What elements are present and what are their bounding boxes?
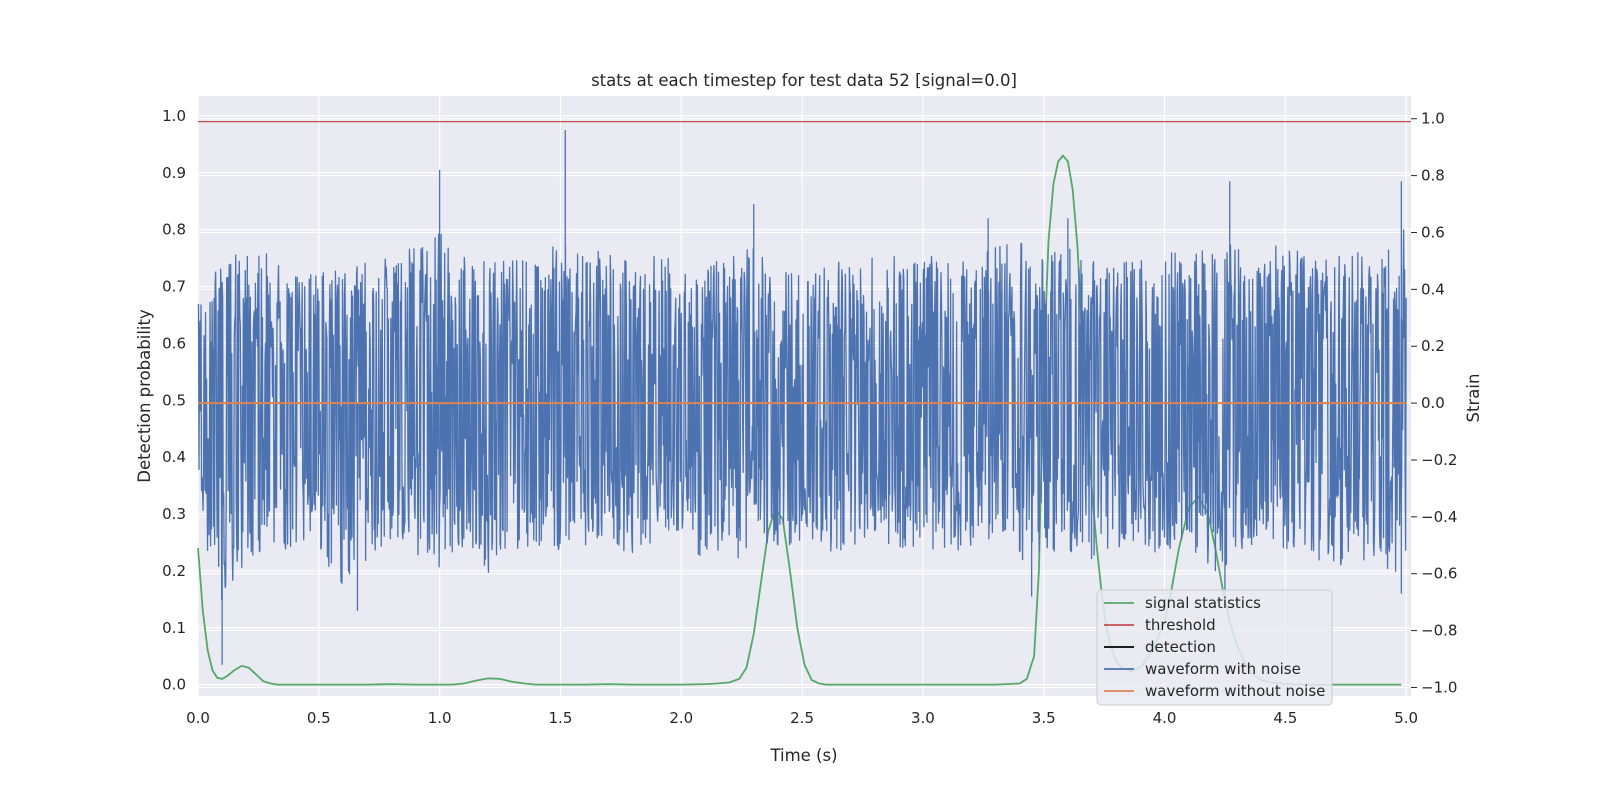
y2-tick-label: −0.6 <box>1421 565 1457 583</box>
y-tick-label: 0.9 <box>162 164 186 182</box>
y-tick-label: 0.1 <box>162 619 186 637</box>
y2-tick-label: −0.8 <box>1421 622 1457 640</box>
y2-tick-label: −1.0 <box>1421 678 1457 696</box>
y-tick-label: 1.0 <box>162 107 186 125</box>
y-tick-label: 0.0 <box>162 676 186 694</box>
y2-axis-title: Strain <box>1464 374 1483 423</box>
y2-tick-label: 1.0 <box>1421 110 1445 128</box>
x-tick-label: 4.0 <box>1153 709 1177 727</box>
x-tick-label: 0.5 <box>307 709 331 727</box>
y2-tick-label: 0.8 <box>1421 167 1445 185</box>
plot-content <box>197 120 1411 686</box>
chart-title: stats at each timestep for test data 52 … <box>591 71 1017 90</box>
y-tick-label: 0.5 <box>162 391 186 409</box>
legend: signal statistics threshold detection wa… <box>1096 589 1333 706</box>
x-tick-label: 5.0 <box>1394 709 1418 727</box>
legend-label-waveform-with-noise: waveform with noise <box>1145 660 1301 678</box>
series-waveform-with-noise <box>197 130 1407 665</box>
y-tick-label: 0.8 <box>162 221 186 239</box>
y-tick-label: 0.7 <box>162 278 186 296</box>
y-axis-title: Detection probability <box>135 309 154 483</box>
y-tick-label: 0.4 <box>162 448 186 466</box>
x-tick-label: 2.5 <box>790 709 814 727</box>
x-tick-label: 1.0 <box>428 709 452 727</box>
y2-tick-label: −0.4 <box>1421 508 1457 526</box>
y-tick-label: 0.3 <box>162 505 186 523</box>
legend-label-signal-statistics: signal statistics <box>1145 594 1261 612</box>
x-tick-label: 0.0 <box>186 709 210 727</box>
series-signal-statistics <box>197 154 1402 686</box>
legend-label-waveform-without-noise: waveform without noise <box>1145 682 1325 700</box>
legend-box <box>1096 589 1333 706</box>
legend-label-threshold: threshold <box>1145 616 1216 634</box>
y2-tick-label: −0.2 <box>1421 451 1457 469</box>
y2-tick-label: 0.6 <box>1421 223 1445 241</box>
y2-tick-label: 0.4 <box>1421 280 1445 298</box>
y-tick-label: 0.6 <box>162 334 186 352</box>
x-axis-title: Time (s) <box>769 746 837 765</box>
x-tick-label: 4.5 <box>1273 709 1297 727</box>
axes-labels: 0.0 0.5 1.0 1.5 2.0 2.5 3.0 3.5 4.0 4.5 5.0 0.0 0.1 0… <box>162 107 1457 727</box>
x-tick-label: 1.5 <box>549 709 573 727</box>
x-tick-label: 3.5 <box>1032 709 1056 727</box>
x-tick-label: 3.0 <box>911 709 935 727</box>
y-tick-label: 0.2 <box>162 562 186 580</box>
legend-label-detection: detection <box>1145 638 1216 656</box>
y2-tick-label: 0.2 <box>1421 337 1445 355</box>
x-tick-label: 2.0 <box>669 709 693 727</box>
y2-tick-label: 0.0 <box>1421 394 1445 412</box>
